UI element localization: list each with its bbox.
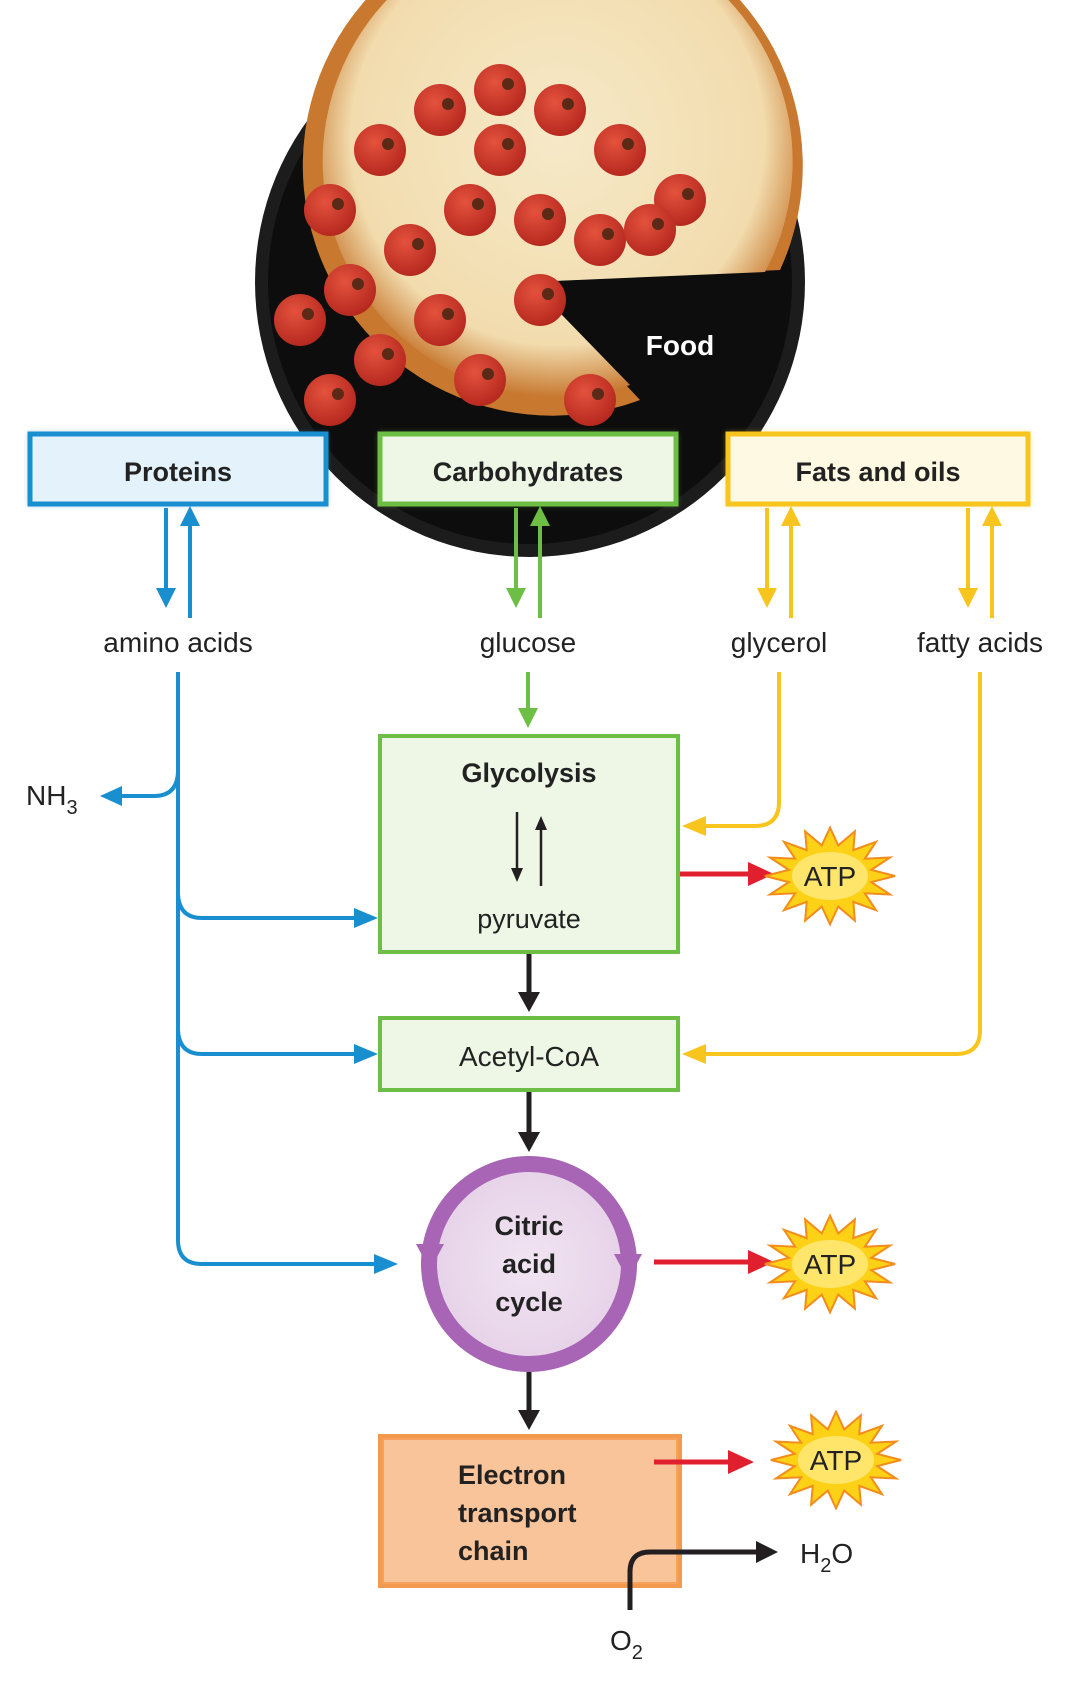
citric-label-line3: cycle — [495, 1287, 563, 1317]
pepperoni-toppings — [274, 64, 706, 426]
atp-burst-core — [792, 1240, 868, 1288]
citric-to-etc-arrow — [518, 1372, 540, 1430]
pepperoni-slice — [594, 124, 646, 176]
citric-label-line2: acid — [502, 1249, 556, 1279]
atp-burst-core — [798, 1436, 874, 1484]
sausage-crumble — [542, 288, 554, 300]
oxygen-to-water-arrow — [627, 1541, 778, 1610]
carbohydrates-box: Carbohydrates — [377, 431, 679, 507]
pepperoni-slice — [354, 334, 406, 386]
sausage-crumble — [382, 138, 394, 150]
cycle-arrowhead-left — [416, 1244, 444, 1270]
atp-label: ATP — [810, 1445, 862, 1476]
proteins-label: Proteins — [124, 457, 232, 487]
amino-to-citric-arrowhead — [374, 1254, 398, 1274]
acetyl-to-citric-arrow — [518, 1092, 540, 1152]
fatty-acids-bidirectional-arrow — [958, 506, 1002, 618]
sausage-crumble — [442, 98, 454, 110]
pepperoni-slice — [514, 194, 566, 246]
fatty-acids-label: fatty acids — [917, 627, 1043, 658]
citric-label-line1: Citric — [494, 1211, 563, 1241]
sausage-crumble — [502, 138, 514, 150]
etc-label-line1: Electron — [458, 1460, 566, 1490]
sausage-crumble — [332, 388, 344, 400]
sausage-crumble — [382, 348, 394, 360]
carbohydrates-bidirectional-arrow — [506, 506, 550, 618]
sausage-crumble — [442, 308, 454, 320]
pizza-image — [255, 0, 805, 557]
pepperoni-slice — [474, 124, 526, 176]
pepperoni-slice — [574, 214, 626, 266]
citric-acid-cycle: Citric acid cycle — [416, 1156, 642, 1372]
glucose-to-glycolysis-arrow — [518, 672, 538, 728]
etc-label-line3: chain — [458, 1536, 529, 1566]
glycerol-to-glycolysis-arrowhead — [682, 816, 706, 836]
atp-burst-core — [792, 852, 868, 900]
nh3-label: NH3 — [26, 780, 78, 819]
pepperoni-slice — [304, 374, 356, 426]
glucose-label: glucose — [480, 627, 577, 658]
sausage-crumble — [412, 238, 424, 250]
sausage-crumble — [602, 228, 614, 240]
pepperoni-slice — [354, 124, 406, 176]
pepperoni-slice — [304, 184, 356, 236]
sausage-crumble — [482, 368, 494, 380]
food-label: Food — [646, 330, 714, 361]
glycolysis-box: Glycolysis pyruvate — [378, 734, 680, 954]
pepperoni-slice — [474, 64, 526, 116]
sausage-crumble — [622, 138, 634, 150]
glycerol-label: glycerol — [731, 627, 827, 658]
sausage-crumble — [502, 78, 514, 90]
fatty-acids-to-acetyl-arrowhead — [682, 1044, 706, 1064]
electron-transport-chain-box: Electron transport chain — [378, 1434, 682, 1588]
amino-to-acetyl-arrowhead — [354, 1044, 378, 1064]
glycolysis-label: Glycolysis — [461, 758, 596, 788]
pepperoni-slice — [274, 294, 326, 346]
pepperoni-slice — [414, 84, 466, 136]
etc-label-line2: transport — [458, 1498, 577, 1528]
pepperoni-slice — [534, 84, 586, 136]
sausage-crumble — [682, 188, 694, 200]
sausage-crumble — [472, 198, 484, 210]
atp-label: ATP — [804, 861, 856, 892]
acetyl-coa-box: Acetyl-CoA — [378, 1016, 680, 1092]
atp-bursts: ATP ATP ATP — [764, 825, 902, 1511]
amino-to-pyruvate-arrowhead — [354, 908, 378, 928]
sausage-crumble — [352, 278, 364, 290]
carbohydrates-label: Carbohydrates — [433, 457, 624, 487]
cycle-arrowhead-right — [614, 1254, 642, 1280]
glycerol-bidirectional-arrow — [757, 506, 801, 618]
pyruvate-to-acetyl-arrow — [518, 954, 540, 1012]
nh3-arrowhead — [100, 786, 122, 806]
pepperoni-slice — [324, 264, 376, 316]
pepperoni-slice — [444, 184, 496, 236]
proteins-bidirectional-arrow — [156, 506, 200, 618]
pepperoni-slice — [564, 374, 616, 426]
proteins-box: Proteins — [27, 431, 329, 507]
atp-arrows — [654, 862, 774, 1474]
pepperoni-slice — [454, 354, 506, 406]
o2-label: O2 — [610, 1625, 643, 1664]
sausage-crumble — [592, 388, 604, 400]
sausage-crumble — [332, 198, 344, 210]
pepperoni-slice — [624, 204, 676, 256]
fats-label: Fats and oils — [795, 457, 960, 487]
glycolysis-reversible-arrows — [511, 812, 547, 886]
sausage-crumble — [302, 308, 314, 320]
h2o-label: H2O — [800, 1538, 853, 1577]
acetyl-coa-label: Acetyl-CoA — [459, 1041, 599, 1072]
atp-label: ATP — [804, 1249, 856, 1280]
pepperoni-slice — [384, 224, 436, 276]
fats-box: Fats and oils — [725, 431, 1031, 507]
sausage-crumble — [542, 208, 554, 220]
amino-acids-label: amino acids — [103, 627, 252, 658]
sausage-crumble — [562, 98, 574, 110]
fat-pathways — [704, 672, 982, 1056]
amino-acid-pathways — [120, 672, 376, 1266]
pepperoni-slice — [514, 274, 566, 326]
sausage-crumble — [652, 218, 664, 230]
pyruvate-label: pyruvate — [477, 904, 581, 934]
pepperoni-slice — [414, 294, 466, 346]
